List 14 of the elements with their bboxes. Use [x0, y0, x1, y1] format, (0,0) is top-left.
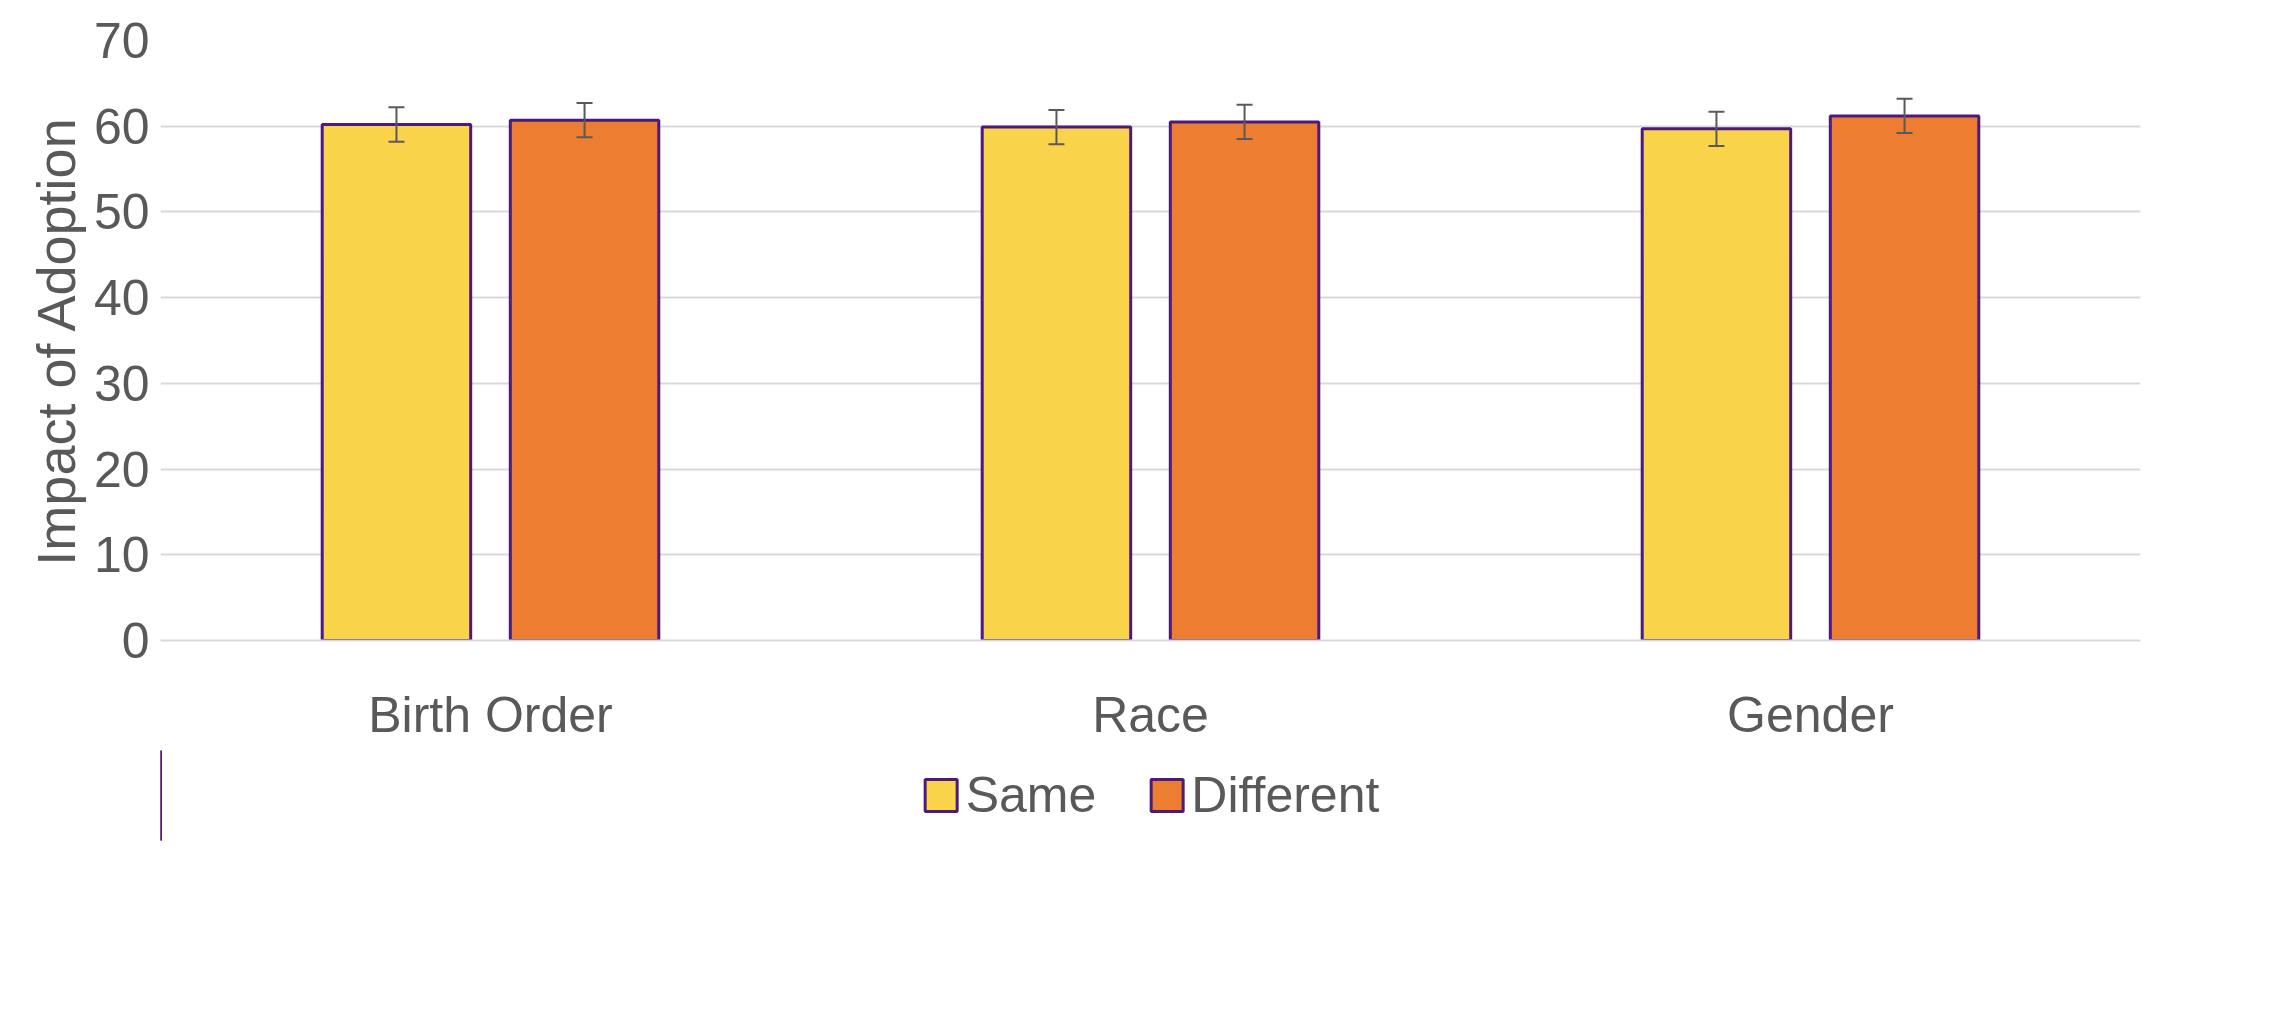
- y-tick-label: 0: [121, 613, 150, 669]
- x-tick-label: Gender: [1727, 686, 1894, 743]
- x-tick-label: Birth Order: [368, 686, 613, 743]
- y-tick-label: 10: [93, 527, 150, 584]
- y-tick-label: 60: [93, 98, 150, 155]
- y-tick-label: 20: [93, 441, 150, 498]
- legend-label: Different: [1191, 766, 1380, 824]
- y-tick-label: 50: [93, 184, 150, 241]
- y-axis-title: Impact of Adoption: [25, 118, 86, 566]
- y-tick-label: 30: [93, 355, 150, 412]
- y-tick-label: 70: [93, 13, 150, 69]
- y-tick-label: 40: [93, 270, 150, 327]
- legend-label: Same: [965, 766, 1097, 824]
- x-tick-label: Race: [1092, 686, 1209, 743]
